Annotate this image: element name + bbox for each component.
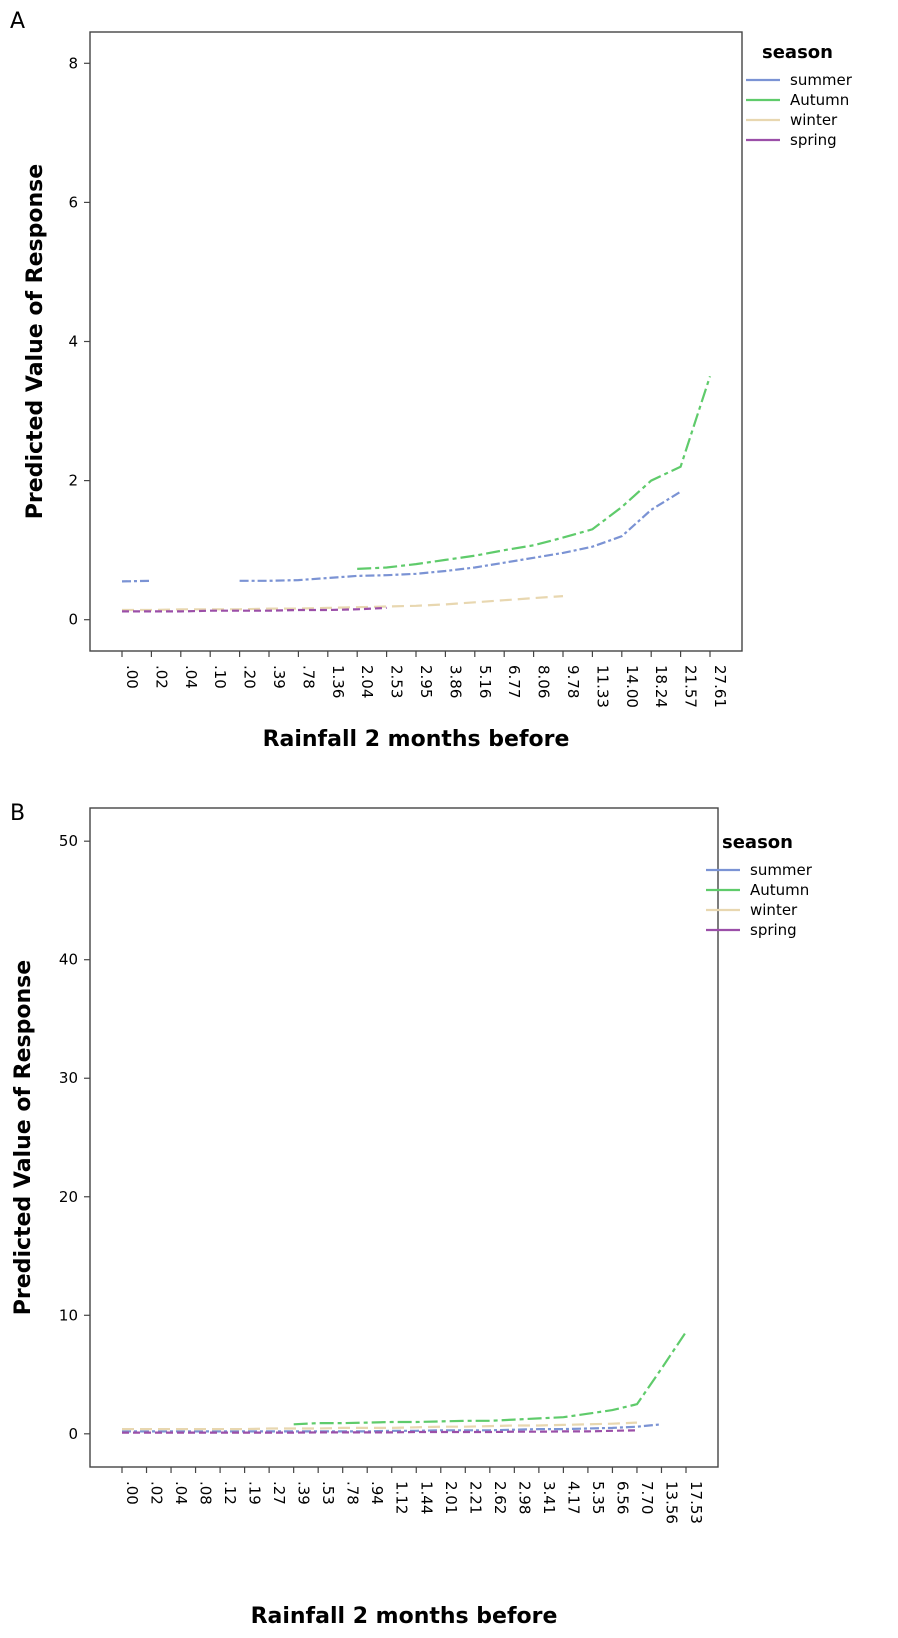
y-tick-label: 10	[59, 1306, 78, 1324]
series-line-summer	[121, 579, 152, 583]
x-tick-label: .94	[368, 1481, 386, 1505]
y-tick-label: 2	[68, 472, 78, 490]
y-tick-label: 6	[68, 193, 78, 211]
legend-label-winter: winter	[750, 901, 798, 919]
x-tick-label: 3.86	[446, 665, 464, 698]
x-tick-label: .19	[246, 1481, 264, 1505]
series-line-autumn	[357, 375, 712, 570]
x-tick-label: .04	[182, 665, 200, 689]
series-line-spring	[122, 1429, 638, 1434]
y-tick-label: 30	[59, 1069, 78, 1087]
x-tick-label: .53	[319, 1481, 337, 1505]
x-axis-title: Rainfall 2 months before	[263, 727, 570, 752]
x-tick-label: 1.12	[393, 1481, 411, 1514]
x-tick-label: .20	[241, 665, 259, 689]
x-tick-label: 2.98	[515, 1481, 533, 1514]
legend-label-summer: summer	[750, 861, 813, 879]
x-axis-title: Rainfall 2 months before	[251, 1604, 558, 1629]
x-tick-label: .78	[344, 1481, 362, 1505]
y-tick-label: 40	[59, 951, 78, 969]
x-tick-label: .02	[152, 665, 170, 689]
x-tick-label: 13.56	[662, 1481, 680, 1524]
y-tick-label: 0	[68, 611, 78, 629]
x-tick-label: 3.41	[540, 1481, 558, 1514]
x-tick-label: 5.16	[476, 665, 494, 698]
y-tick-label: 20	[59, 1188, 78, 1206]
x-tick-label: 2.95	[417, 665, 435, 698]
x-tick-label: 6.56	[613, 1481, 631, 1514]
panel-letter-a: A	[10, 9, 25, 34]
x-tick-label: .78	[299, 665, 317, 689]
x-tick-label: .39	[295, 1481, 313, 1505]
x-tick-label: 4.17	[564, 1481, 582, 1514]
x-tick-label: .04	[172, 1481, 190, 1505]
y-axis-title: Predicted Value of Response	[11, 960, 36, 1315]
x-tick-label: 1.44	[417, 1481, 435, 1514]
x-tick-label: 2.53	[388, 665, 406, 698]
x-tick-label: .02	[148, 1481, 166, 1505]
x-tick-label: 17.53	[687, 1481, 705, 1524]
y-tick-label: 4	[68, 333, 78, 351]
x-tick-label: 11.33	[593, 665, 611, 708]
x-tick-label: 1.36	[329, 665, 347, 698]
x-tick-label: 2.04	[358, 665, 376, 698]
series-line-winter	[122, 1421, 638, 1431]
series-line-spring	[122, 606, 387, 613]
legend-label-autumn: Autumn	[790, 91, 849, 109]
x-tick-label: 27.61	[711, 665, 729, 708]
x-tick-label: .27	[270, 1481, 288, 1505]
x-tick-label: 14.00	[623, 665, 641, 708]
x-tick-label: 2.62	[491, 1481, 509, 1514]
chart-panel-a: 0 2 4 6 8 .00 .02 .04 .10 .20 .39 .78 1.36 2.04 2.53 2.…	[23, 31, 853, 752]
x-tick-label: 2.21	[466, 1481, 484, 1514]
y-tick-label: 50	[59, 832, 78, 850]
x-tick-label: 18.24	[652, 665, 670, 708]
series-line-winter	[122, 595, 564, 612]
legend-label-spring: spring	[790, 131, 837, 149]
x-tick-label: .10	[211, 665, 229, 689]
x-tick-label: 21.57	[682, 665, 700, 708]
legend-label-autumn: Autumn	[750, 881, 809, 899]
x-tick-label: 6.77	[505, 665, 523, 698]
legend-title: season	[722, 832, 793, 853]
legend-label-spring: spring	[750, 921, 797, 939]
legend-label-winter: winter	[790, 111, 838, 129]
y-tick-label: 8	[68, 54, 78, 72]
plot-frame	[89, 31, 743, 652]
x-tick-label: .08	[197, 1481, 215, 1505]
x-tick-label: .39	[270, 665, 288, 689]
x-tick-label: .00	[123, 1481, 141, 1505]
legend-title: season	[762, 42, 833, 63]
plot-frame	[89, 807, 719, 1468]
y-tick-label: 0	[68, 1425, 78, 1443]
x-tick-label: .00	[123, 665, 141, 689]
x-tick-label: 7.70	[638, 1481, 656, 1514]
x-tick-label: 5.35	[589, 1481, 607, 1514]
x-tick-label: 9.78	[564, 665, 582, 698]
x-tick-label: 2.01	[442, 1481, 460, 1514]
legend-label-summer: summer	[790, 71, 853, 89]
series-line-autumn	[293, 1331, 687, 1426]
x-tick-label: .12	[221, 1481, 239, 1505]
series-line-summer	[239, 490, 682, 582]
y-axis-title: Predicted Value of Response	[23, 164, 48, 519]
panel-letter-b: B	[10, 801, 25, 826]
chart-panel-b: 0 10 20 30 40 50 .00 .02 .04 .08 .12 .19 .27 .39 .53 .7…	[11, 807, 813, 1629]
x-tick-label: 8.06	[535, 665, 553, 698]
